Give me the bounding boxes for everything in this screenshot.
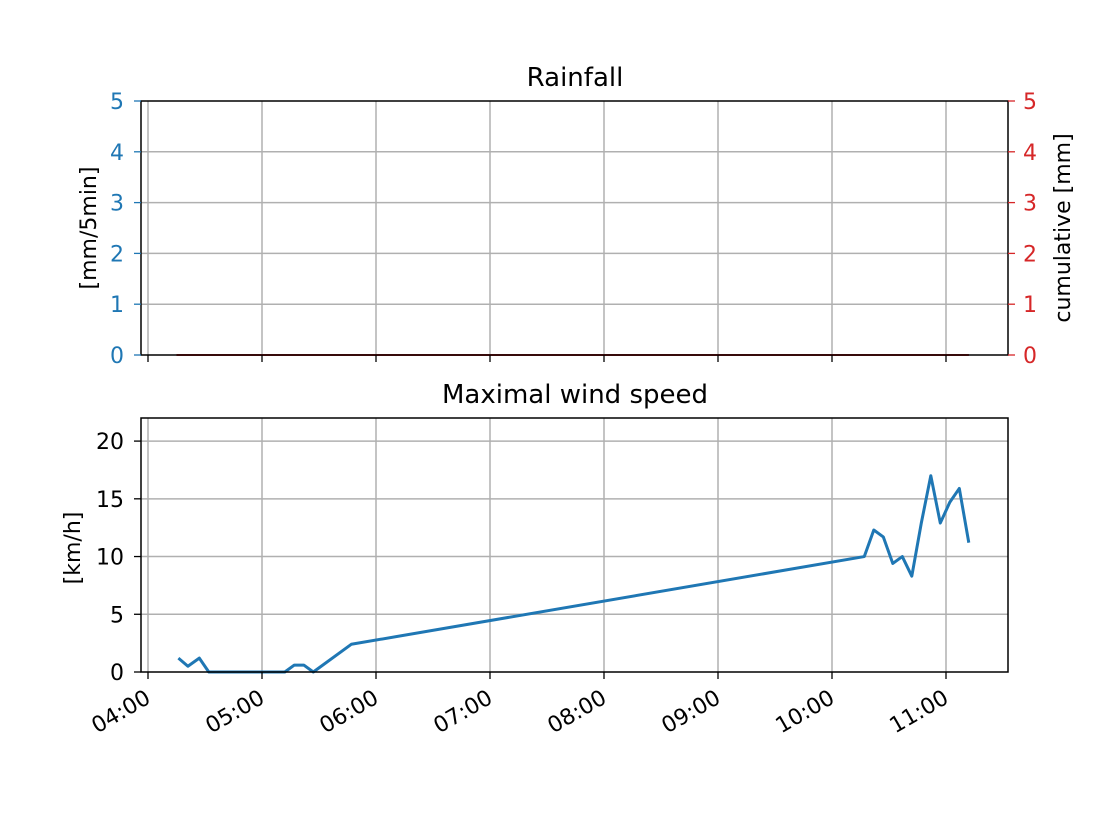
rainfall-right-tick-label-2: 2 [1023, 242, 1037, 267]
wind-y-tick-label-4: 20 [96, 430, 124, 455]
rainfall-panel: Rainfall 0 1 2 3 4 5 0 1 2 3 4 5 [mm/5min] cumulat… [77, 63, 1076, 369]
rainfall-title: Rainfall [527, 63, 624, 93]
rainfall-left-tick-label-5: 5 [110, 90, 124, 115]
rainfall-right-tick-label-4: 4 [1023, 141, 1037, 166]
wind-y-ticks: 0 5 10 15 20 [96, 430, 141, 686]
wind-y-tick-label-2: 10 [96, 546, 124, 571]
rainfall-left-axis-label: [mm/5min] [77, 167, 102, 290]
wind-title: Maximal wind speed [442, 380, 708, 410]
wind-y-axis-label: [km/h] [61, 512, 86, 585]
rainfall-right-tick-label-3: 3 [1023, 192, 1037, 217]
rainfall-x-ticks [147, 355, 947, 362]
rainfall-grid [141, 101, 1008, 355]
rainfall-right-axis-label: cumulative [mm] [1051, 133, 1076, 322]
rainfall-left-tick-label-3: 3 [110, 192, 124, 217]
rainfall-left-tick-label-0: 0 [110, 344, 124, 369]
rainfall-right-tick-label-1: 1 [1023, 293, 1037, 318]
rainfall-right-tick-label-5: 5 [1023, 90, 1037, 115]
rainfall-left-ticks: 0 1 2 3 4 5 [110, 90, 141, 369]
rainfall-left-tick-label-4: 4 [110, 141, 124, 166]
rainfall-plot-frame [140, 100, 1009, 356]
wind-grid [141, 418, 1008, 672]
rainfall-right-tick-label-0: 0 [1023, 344, 1037, 369]
rainfall-left-tick-label-2: 2 [110, 242, 124, 267]
wind-y-tick-label-1: 5 [110, 603, 124, 628]
rainfall-right-ticks: 0 1 2 3 4 5 [1008, 90, 1037, 369]
wind-y-tick-label-0: 0 [110, 661, 124, 686]
wind-plot-frame [140, 417, 1009, 673]
wind-y-tick-label-3: 15 [96, 488, 124, 513]
rainfall-left-tick-label-1: 1 [110, 293, 124, 318]
